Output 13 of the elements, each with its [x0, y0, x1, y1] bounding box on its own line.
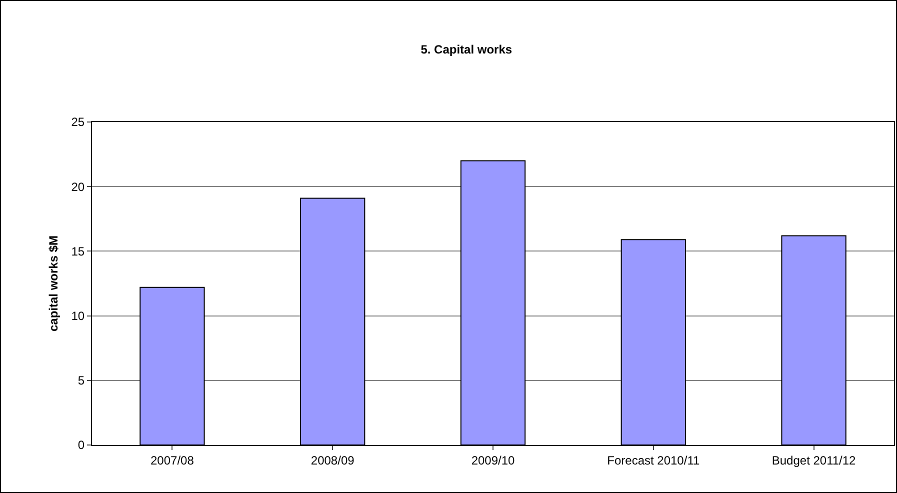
y-tick-label: 10	[71, 309, 85, 323]
y-tick-label: 15	[71, 244, 85, 258]
y-tick-label: 20	[71, 180, 85, 194]
y-tick-label: 5	[78, 374, 85, 388]
x-tick-label: Forecast 2010/11	[607, 453, 700, 468]
x-tick-label: 2008/09	[310, 453, 355, 468]
x-tick-label: 2009/10	[471, 453, 516, 468]
x-tick-label: Budget 2011/12	[772, 453, 856, 468]
y-axis-title: capital works $M	[46, 235, 61, 332]
y-tick-label: 25	[71, 115, 85, 130]
x-tick-label: 2007/08	[150, 453, 194, 468]
y-tick-label: 0	[78, 438, 85, 452]
chart-title: 5. Capital works	[420, 42, 512, 57]
